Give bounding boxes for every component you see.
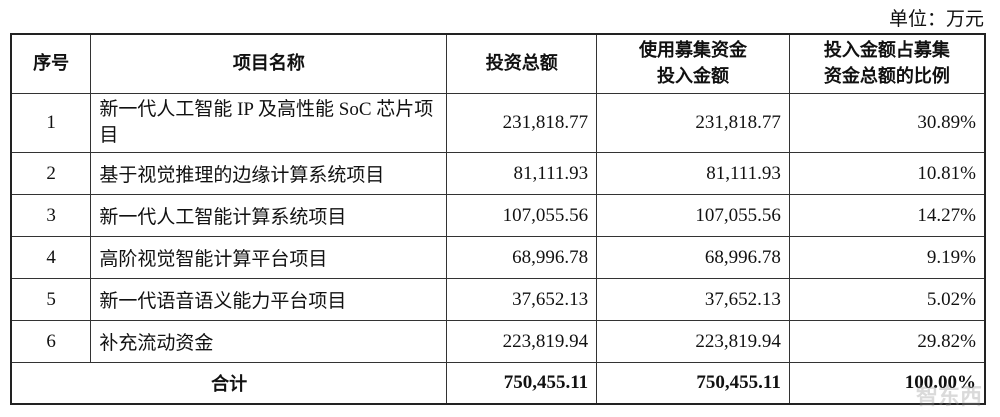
cell-total: 231,818.77: [446, 93, 598, 153]
cell-raised: 107,055.56: [596, 194, 790, 237]
cell-no: 3: [10, 194, 92, 237]
table-row: 6 补充流动资金 223,819.94 223,819.94 29.82%: [10, 320, 986, 363]
header-raised-line1: 使用募集资金: [638, 40, 747, 61]
cell-raised: 223,819.94: [596, 320, 790, 363]
cell-name: 补充流动资金: [90, 320, 448, 363]
cell-ratio: 14.27%: [788, 194, 986, 237]
cell-raised: 37,652.13: [596, 278, 790, 321]
table-row: 4 高阶视觉智能计算平台项目 68,996.78 68,996.78 9.19%: [10, 236, 986, 279]
total-ratio: 100.00%: [788, 362, 986, 405]
cell-raised: 68,996.78: [596, 236, 790, 279]
cell-total: 37,652.13: [446, 278, 598, 321]
cell-no: 5: [10, 278, 92, 321]
header-ratio-line1: 投入金额占募集: [823, 40, 950, 61]
total-row: 合计 750,455.11 750,455.11 100.00%: [10, 362, 986, 405]
total-label: 合计: [10, 362, 448, 405]
cell-no: 4: [10, 236, 92, 279]
watermark-logo: 智东西: [915, 385, 982, 410]
cell-ratio: 10.81%: [788, 152, 986, 195]
cell-total: 223,819.94: [446, 320, 598, 363]
cell-total: 81,111.93: [446, 152, 598, 195]
cell-total: 107,055.56: [446, 194, 598, 237]
cell-ratio: 9.19%: [788, 236, 986, 279]
table-row: 3 新一代人工智能计算系统项目 107,055.56 107,055.56 14…: [10, 194, 986, 237]
cell-name: 新一代语音语义能力平台项目: [90, 278, 448, 321]
cell-total: 68,996.78: [446, 236, 598, 279]
cell-name: 新一代人工智能计算系统项目: [90, 194, 448, 237]
cell-ratio: 30.89%: [788, 93, 986, 153]
header-name: 项目名称: [90, 33, 448, 94]
cell-no: 1: [10, 93, 92, 153]
table-row: 1 新一代人工智能 IP 及高性能 SoC 芯片项目 231,818.77 23…: [10, 93, 986, 153]
cell-no: 2: [10, 152, 92, 195]
header-ratio-line2: 资金总额的比例: [823, 66, 950, 87]
header-total: 投资总额: [446, 33, 598, 94]
cell-raised: 81,111.93: [596, 152, 790, 195]
header-ratio: 投入金额占募集 资金总额的比例: [788, 33, 986, 94]
cell-ratio: 5.02%: [788, 278, 986, 321]
header-row: 序号 项目名称 投资总额 使用募集资金 投入金额 投入金额占募集 资金总额的比例: [10, 33, 986, 94]
cell-raised: 231,818.77: [596, 93, 790, 153]
unit-label: 单位：万元: [888, 9, 984, 30]
total-total: 750,455.11: [446, 362, 598, 405]
cell-no: 6: [10, 320, 92, 363]
table-row: 2 基于视觉推理的边缘计算系统项目 81,111.93 81,111.93 10…: [10, 152, 986, 195]
cell-name: 基于视觉推理的边缘计算系统项目: [90, 152, 448, 195]
cell-ratio: 29.82%: [788, 320, 986, 363]
table-row: 5 新一代语音语义能力平台项目 37,652.13 37,652.13 5.02…: [10, 278, 986, 321]
header-raised-line2: 投入金额: [656, 66, 729, 87]
total-raised: 750,455.11: [596, 362, 790, 405]
header-raised: 使用募集资金 投入金额: [596, 33, 790, 94]
header-no: 序号: [10, 33, 92, 94]
cell-name: 高阶视觉智能计算平台项目: [90, 236, 448, 279]
cell-name: 新一代人工智能 IP 及高性能 SoC 芯片项目: [90, 93, 448, 153]
fund-usage-table: 序号 项目名称 投资总额 使用募集资金 投入金额 投入金额占募集 资金总额的比例 1…: [10, 33, 986, 405]
